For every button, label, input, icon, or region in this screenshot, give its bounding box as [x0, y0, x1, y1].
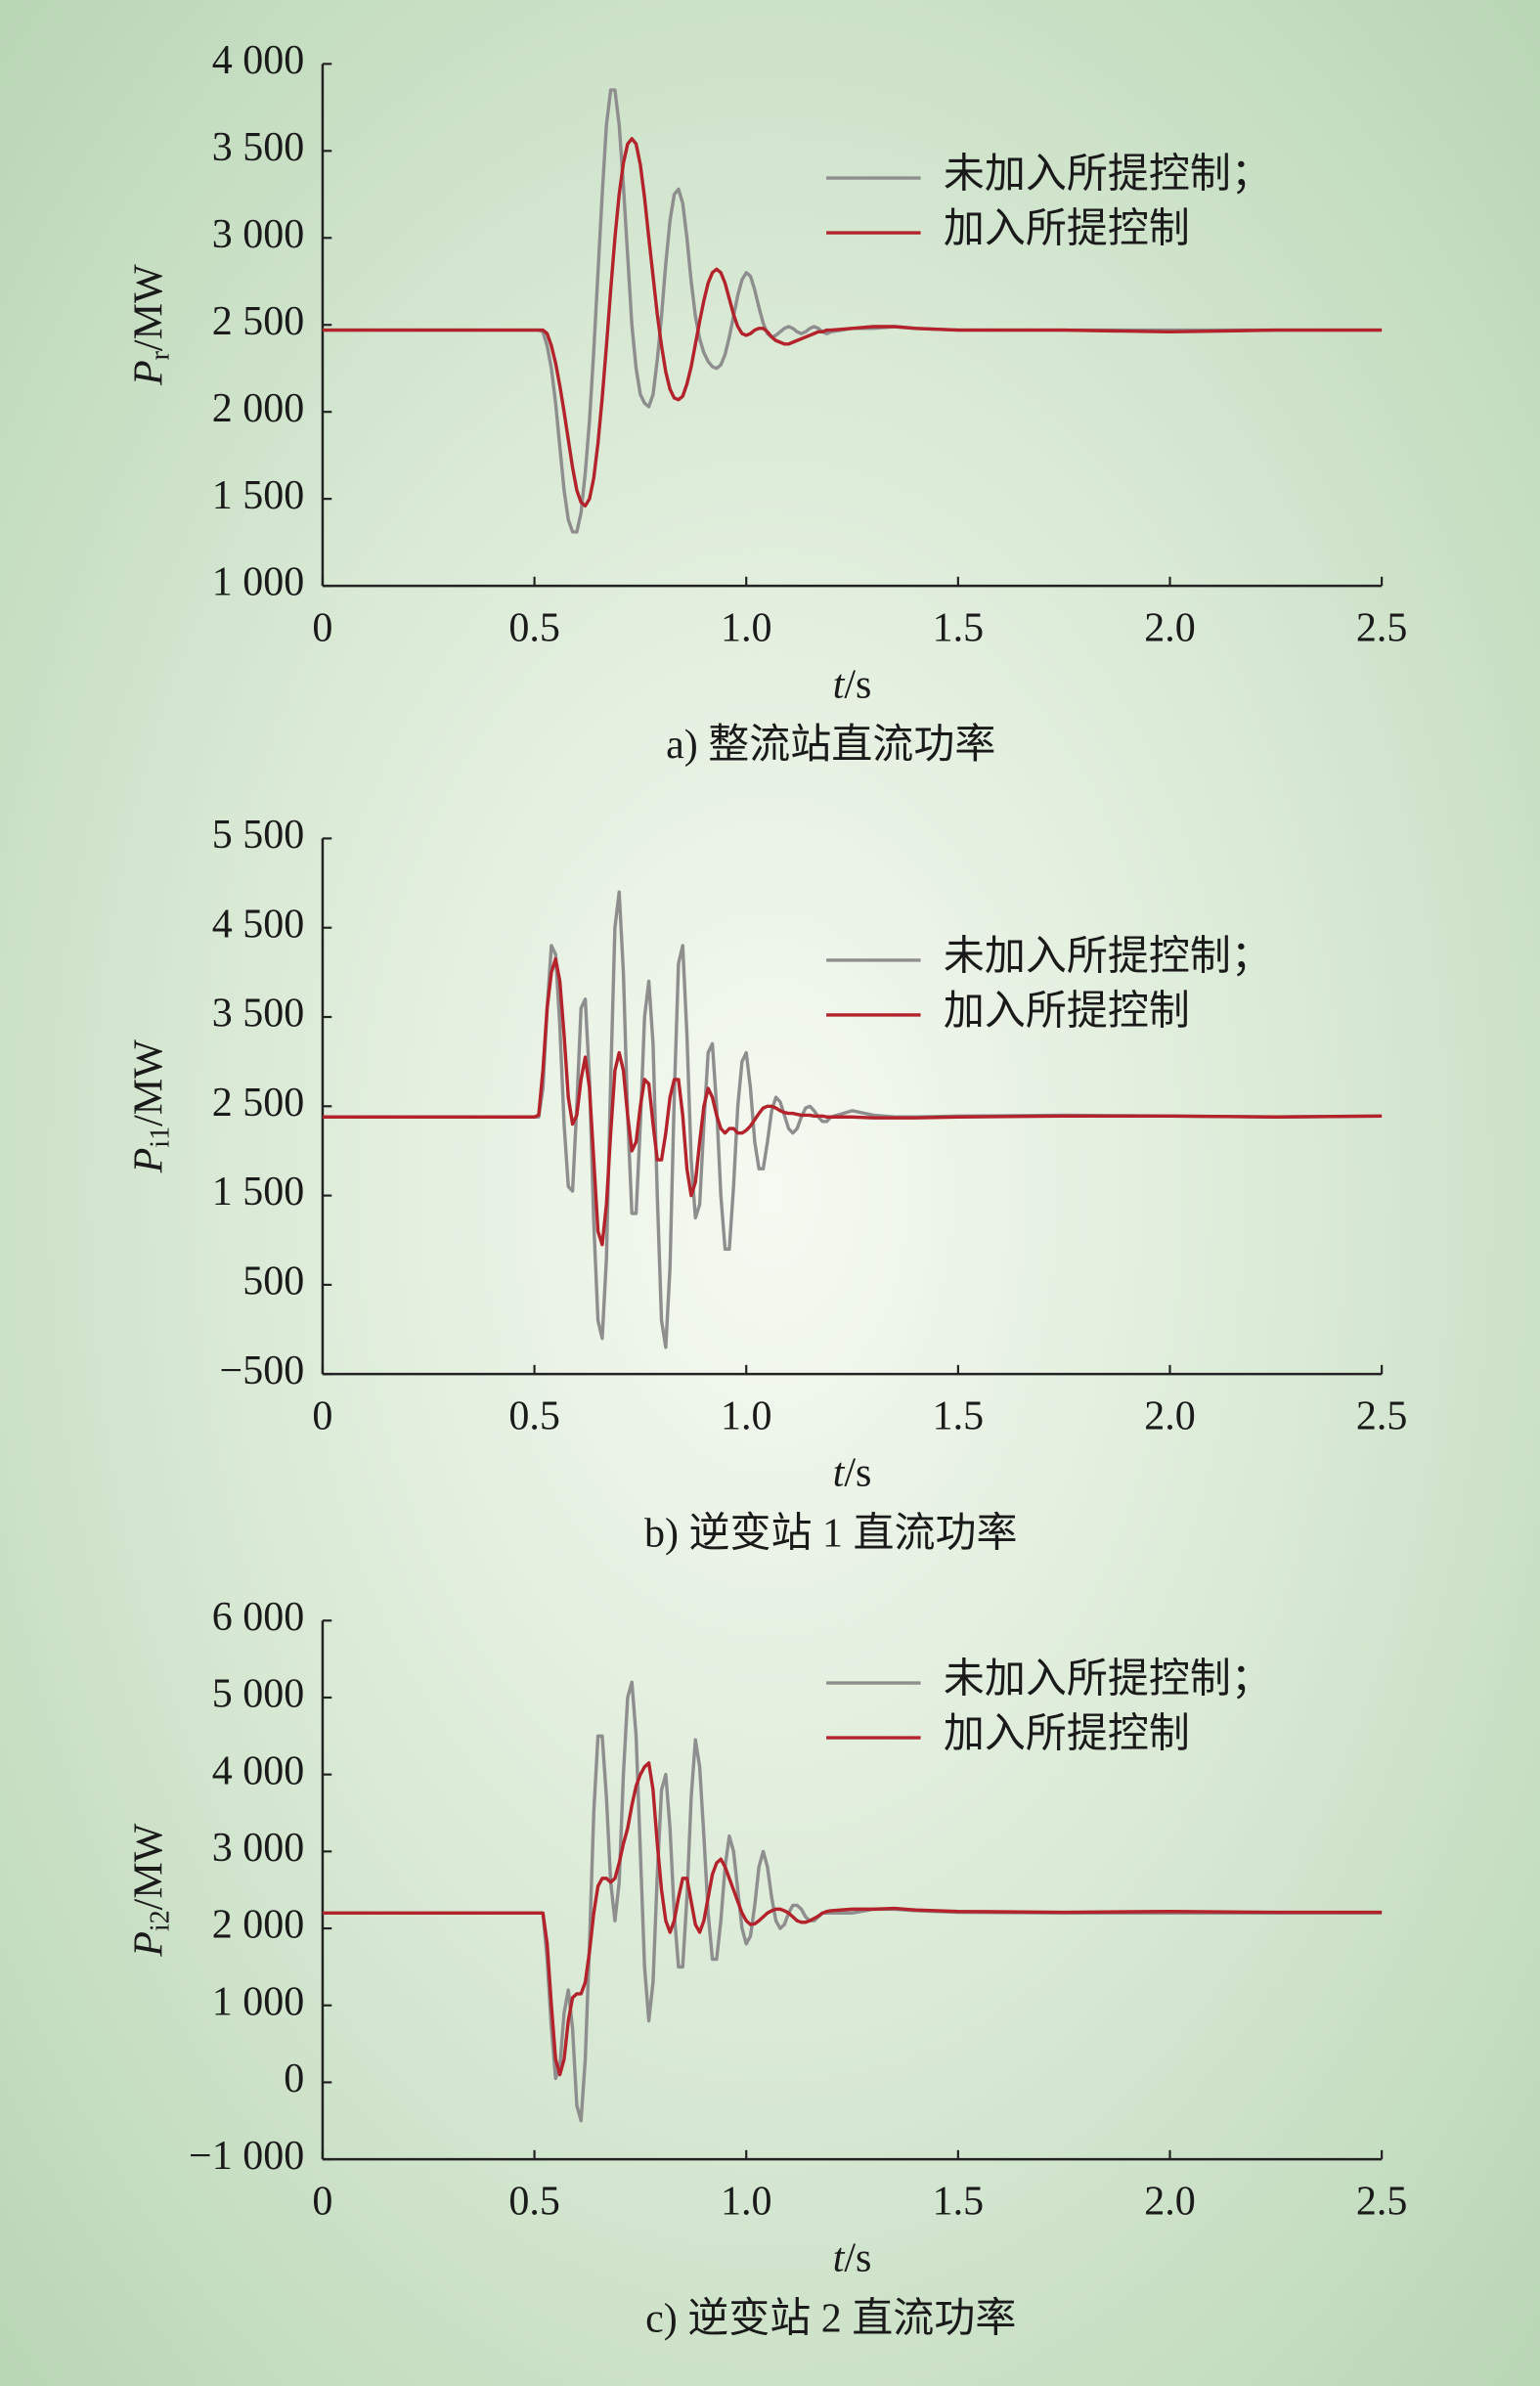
y-tick-label: 3 500: [212, 992, 305, 1037]
x-tick-label: 0: [312, 1394, 332, 1439]
x-axis-unit: /s: [844, 662, 871, 707]
y-tick-label: 1 500: [212, 473, 305, 518]
y-axis-label: Pi1/MW: [126, 1039, 176, 1173]
y-axis-unit: /MW: [126, 264, 171, 351]
caption: a) 整流站直流功率: [666, 722, 995, 768]
x-tick-label: 1.0: [721, 2179, 772, 2224]
y-axis-symbol: P: [126, 360, 171, 386]
y-axis-symbol: P: [126, 1931, 171, 1958]
y-tick-label: 4 500: [212, 902, 305, 947]
y-tick-label: 500: [242, 1259, 304, 1304]
series-line: [322, 890, 1383, 1349]
y-tick-label: 4 000: [212, 38, 305, 83]
x-tick-label: 2.0: [1144, 605, 1196, 650]
legend-label: 未加入所提控制；: [944, 935, 1272, 980]
x-tick-label: 0: [312, 2179, 332, 2224]
x-tick-label: 1.0: [721, 1394, 772, 1439]
x-axis-symbol: t: [833, 662, 846, 707]
x-tick-label: 1.0: [721, 605, 772, 650]
x-axis-unit: /s: [844, 2235, 871, 2280]
y-axis-unit: /MW: [126, 1823, 171, 1910]
legend-label: 加入所提控制: [944, 1712, 1190, 1757]
y-tick-label: 4 000: [212, 1748, 305, 1793]
x-axis-unit: /s: [844, 1450, 871, 1495]
x-tick-label: 1.5: [933, 1394, 985, 1439]
caption: c) 逆变站 2 直流功率: [645, 2295, 1016, 2341]
y-axis-label: Pr/MW: [126, 264, 176, 386]
y-tick-label: 2 500: [212, 299, 305, 344]
x-tick-label: 0.5: [508, 1394, 560, 1439]
x-tick-label: 2.0: [1144, 2179, 1196, 2224]
x-axis-label: t/s: [833, 1450, 872, 1495]
x-tick-label: 0.5: [508, 2179, 560, 2224]
y-tick-label: 1 000: [212, 1979, 305, 2024]
y-tick-label: 0: [284, 2056, 304, 2101]
y-axis-label: Pi2/MW: [126, 1823, 176, 1957]
y-axis-subscript: i1: [146, 1127, 176, 1148]
x-tick-label: 2.5: [1356, 605, 1408, 650]
legend-label: 加入所提控制: [944, 207, 1190, 252]
x-tick-label: 0: [312, 605, 332, 650]
x-axis-label: t/s: [833, 662, 872, 707]
y-tick-label: 3 000: [212, 212, 305, 257]
legend-label: 未加入所提控制；: [944, 153, 1272, 198]
series-line: [322, 137, 1383, 508]
x-tick-label: 2.5: [1356, 2179, 1408, 2224]
y-tick-label: 2 000: [212, 1903, 305, 1948]
y-tick-label: 1 500: [212, 1170, 305, 1215]
y-tick-label: 5 000: [212, 1672, 305, 1717]
y-tick-label: 3 000: [212, 1826, 305, 1871]
legend-label: 未加入所提控制；: [944, 1657, 1272, 1702]
y-tick-label: 2 000: [212, 386, 305, 431]
caption: b) 逆变站 1 直流功率: [644, 1510, 1018, 1556]
series-line: [322, 1761, 1383, 2077]
x-tick-label: 1.5: [933, 2179, 985, 2224]
y-tick-label: −1 000: [189, 2134, 304, 2179]
x-tick-label: 2.0: [1144, 1394, 1196, 1439]
x-tick-label: 0.5: [508, 605, 560, 650]
y-tick-label: 2 500: [212, 1081, 305, 1126]
x-axis-symbol: t: [833, 2235, 846, 2280]
y-axis-subscript: i2: [146, 1910, 176, 1931]
y-axis-unit: /MW: [126, 1039, 171, 1127]
x-axis-symbol: t: [833, 1450, 846, 1495]
legend-label: 加入所提控制: [944, 990, 1190, 1035]
y-axis-symbol: P: [126, 1148, 171, 1174]
y-tick-label: 1 000: [212, 560, 305, 605]
y-tick-label: 3 500: [212, 125, 305, 170]
y-tick-label: 5 500: [212, 813, 305, 858]
y-axis-subscript: r: [146, 350, 176, 360]
x-tick-label: 1.5: [933, 605, 985, 650]
x-tick-label: 2.5: [1356, 1394, 1408, 1439]
y-tick-label: −500: [220, 1348, 305, 1393]
series-line: [322, 956, 1383, 1247]
y-tick-label: 6 000: [212, 1595, 305, 1640]
x-axis-label: t/s: [833, 2235, 872, 2280]
